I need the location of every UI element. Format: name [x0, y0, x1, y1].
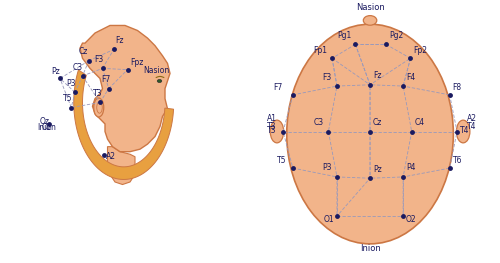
Text: T4: T4 [467, 122, 476, 131]
Text: Nasion: Nasion [356, 3, 384, 12]
Text: Pz: Pz [51, 67, 60, 76]
Text: P3: P3 [322, 163, 332, 173]
Text: Oz: Oz [41, 123, 51, 132]
Text: T3: T3 [267, 126, 276, 135]
Ellipse shape [456, 120, 470, 143]
Text: A1: A1 [267, 114, 277, 123]
Text: F7: F7 [274, 83, 282, 92]
Polygon shape [108, 147, 135, 185]
Text: O1: O1 [324, 215, 334, 224]
Text: Cz: Cz [373, 118, 382, 127]
Text: Fp2: Fp2 [414, 46, 428, 55]
Text: C3: C3 [314, 118, 324, 127]
Text: F7: F7 [101, 75, 110, 84]
Text: O2: O2 [406, 215, 416, 224]
Text: Fz: Fz [116, 36, 124, 45]
Ellipse shape [270, 120, 283, 143]
Text: Inion: Inion [360, 244, 380, 253]
Text: C4: C4 [414, 118, 425, 127]
Ellipse shape [287, 24, 454, 244]
Text: Pg2: Pg2 [389, 31, 403, 40]
Text: T3: T3 [92, 89, 102, 98]
Text: Nasion: Nasion [144, 67, 170, 75]
Text: C3: C3 [73, 63, 83, 72]
Text: F3: F3 [94, 55, 104, 64]
Text: Pg1: Pg1 [337, 31, 351, 40]
Polygon shape [80, 26, 170, 152]
Text: A2: A2 [106, 152, 116, 161]
Text: F4: F4 [406, 73, 415, 82]
Text: F8: F8 [452, 83, 462, 92]
Text: Oz: Oz [40, 117, 50, 126]
Text: Fp1: Fp1 [314, 46, 328, 55]
Text: P3: P3 [66, 79, 76, 88]
Ellipse shape [364, 16, 377, 25]
Text: T5: T5 [277, 156, 286, 165]
Text: T3: T3 [267, 122, 276, 131]
Text: Pz: Pz [373, 165, 382, 174]
Text: T6: T6 [452, 156, 462, 165]
Text: F3: F3 [322, 73, 332, 82]
Ellipse shape [94, 98, 104, 117]
Text: P4: P4 [406, 163, 415, 173]
Text: Fpz: Fpz [130, 58, 143, 67]
Text: Fz: Fz [373, 71, 382, 80]
Text: Cz: Cz [78, 47, 88, 56]
Text: Inion: Inion [38, 123, 56, 132]
Text: T4: T4 [460, 126, 469, 135]
Text: T5: T5 [63, 94, 73, 103]
Text: A2: A2 [467, 114, 477, 123]
Polygon shape [74, 70, 174, 179]
Ellipse shape [157, 79, 162, 83]
